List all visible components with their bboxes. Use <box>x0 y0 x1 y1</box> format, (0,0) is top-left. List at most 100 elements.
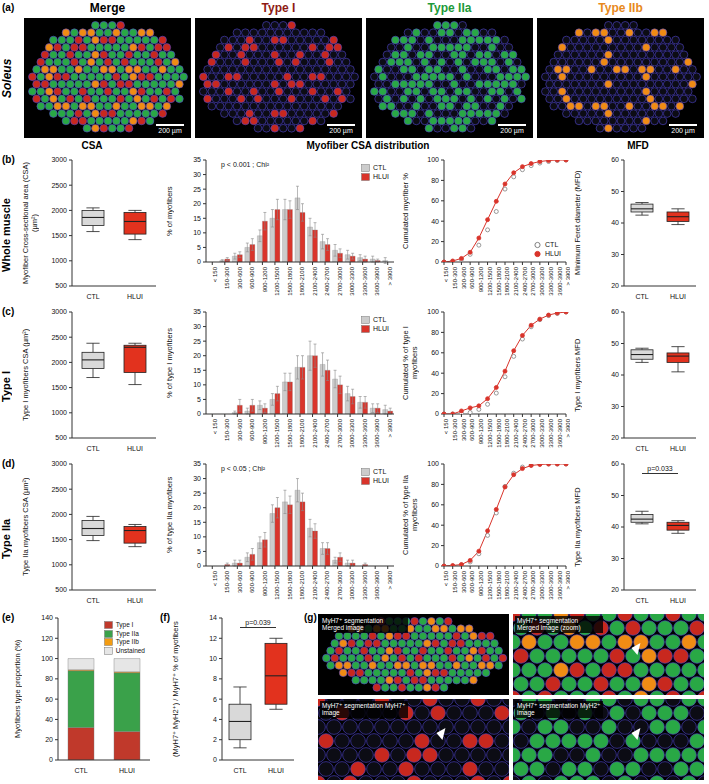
svg-text:HLUI: HLUI <box>670 445 686 452</box>
svg-text:100: 100 <box>41 655 53 662</box>
svg-text:40: 40 <box>611 219 619 226</box>
svg-text:1200-1500: 1200-1500 <box>487 418 493 447</box>
svg-text:2500: 2500 <box>51 334 67 341</box>
svg-text:20: 20 <box>45 736 53 743</box>
svg-text:150-300: 150-300 <box>452 570 458 593</box>
svg-text:1000: 1000 <box>51 409 67 416</box>
svg-text:2400-2700: 2400-2700 <box>522 570 528 599</box>
svg-text:0: 0 <box>197 258 201 265</box>
svg-text:60: 60 <box>431 197 439 204</box>
svg-text:HLUI: HLUI <box>268 767 284 774</box>
svg-text:> 3900: > 3900 <box>565 266 570 285</box>
svg-text:30: 30 <box>193 323 201 330</box>
svg-text:2100-2400: 2100-2400 <box>513 570 519 599</box>
svg-text:40: 40 <box>611 371 619 378</box>
svg-text:> 3900: > 3900 <box>387 418 393 437</box>
svg-text:0: 0 <box>435 562 439 569</box>
svg-text:2700-3000: 2700-3000 <box>337 266 343 295</box>
svg-text:20: 20 <box>431 238 439 245</box>
svg-text:12: 12 <box>209 635 217 642</box>
svg-text:60: 60 <box>611 460 619 467</box>
svg-text:40: 40 <box>431 522 439 529</box>
svg-text:5: 5 <box>197 396 201 403</box>
svg-text:HLUI: HLUI <box>119 767 135 774</box>
svg-text:900-1200: 900-1200 <box>478 266 484 292</box>
svg-text:30: 30 <box>611 251 619 258</box>
svg-text:2500: 2500 <box>51 486 67 493</box>
svg-text:0: 0 <box>197 410 201 417</box>
svg-text:25: 25 <box>193 490 201 497</box>
svg-text:2700-3000: 2700-3000 <box>337 570 343 599</box>
svg-text:20: 20 <box>431 390 439 397</box>
svg-text:CTL: CTL <box>635 597 648 604</box>
svg-text:500: 500 <box>55 586 67 593</box>
svg-text:CTL: CTL <box>635 293 648 300</box>
svg-text:80: 80 <box>431 481 439 488</box>
svg-text:600-900: 600-900 <box>249 570 255 593</box>
svg-text:5: 5 <box>197 244 201 251</box>
svg-text:> 3900: > 3900 <box>387 266 393 285</box>
svg-text:60: 60 <box>431 501 439 508</box>
svg-text:500: 500 <box>55 282 67 289</box>
svg-text:30: 30 <box>611 555 619 562</box>
svg-text:CTL: CTL <box>86 597 99 604</box>
svg-text:3600-3900: 3600-3900 <box>557 418 563 447</box>
svg-text:1800-2100: 1800-2100 <box>504 266 510 295</box>
svg-text:600-900: 600-900 <box>469 418 475 441</box>
svg-text:1500-1800: 1500-1800 <box>287 266 293 295</box>
svg-text:100: 100 <box>427 308 439 315</box>
svg-text:2100-2400: 2100-2400 <box>312 570 318 599</box>
svg-text:3600-3900: 3600-3900 <box>374 418 380 447</box>
svg-text:50: 50 <box>611 188 619 195</box>
svg-text:35: 35 <box>193 308 201 315</box>
svg-text:20: 20 <box>193 352 201 359</box>
svg-text:1500: 1500 <box>51 232 67 239</box>
svg-text:25: 25 <box>193 338 201 345</box>
svg-text:30: 30 <box>193 171 201 178</box>
svg-text:> 3900: > 3900 <box>565 418 570 437</box>
svg-text:HLUI: HLUI <box>670 293 686 300</box>
svg-text:1500-1800: 1500-1800 <box>496 570 502 599</box>
svg-text:CTL: CTL <box>86 293 99 300</box>
svg-text:1800-2100: 1800-2100 <box>504 570 510 599</box>
svg-text:150-300: 150-300 <box>452 266 458 289</box>
svg-text:3300-3600: 3300-3600 <box>362 418 368 447</box>
svg-text:0: 0 <box>435 258 439 265</box>
svg-text:1500: 1500 <box>51 384 67 391</box>
svg-text:1200-1500: 1200-1500 <box>487 266 493 295</box>
svg-text:1500-1800: 1500-1800 <box>496 418 502 447</box>
svg-text:2700-3000: 2700-3000 <box>530 418 536 447</box>
svg-text:80: 80 <box>431 329 439 336</box>
svg-text:< 150: < 150 <box>212 570 218 586</box>
svg-text:100: 100 <box>427 460 439 467</box>
svg-text:1500: 1500 <box>51 536 67 543</box>
svg-text:0: 0 <box>435 410 439 417</box>
svg-text:50: 50 <box>611 492 619 499</box>
svg-text:< 150: < 150 <box>443 266 449 282</box>
svg-text:10: 10 <box>193 229 201 236</box>
svg-text:1200-1500: 1200-1500 <box>274 418 280 447</box>
svg-text:300-600: 300-600 <box>461 570 467 593</box>
svg-text:900-1200: 900-1200 <box>478 570 484 596</box>
svg-text:1500-1800: 1500-1800 <box>287 570 293 599</box>
svg-text:2700-3000: 2700-3000 <box>530 266 536 295</box>
svg-text:> 3900: > 3900 <box>565 570 570 589</box>
svg-text:CTL: CTL <box>233 767 246 774</box>
svg-text:900-1200: 900-1200 <box>262 570 268 596</box>
svg-text:2100-2400: 2100-2400 <box>513 266 519 295</box>
svg-text:CTL: CTL <box>635 445 648 452</box>
svg-text:80: 80 <box>45 675 53 682</box>
svg-text:HLUI: HLUI <box>127 597 143 604</box>
svg-text:600-900: 600-900 <box>249 418 255 441</box>
svg-text:20: 20 <box>193 504 201 511</box>
svg-text:3000: 3000 <box>51 308 67 315</box>
svg-text:30: 30 <box>193 475 201 482</box>
svg-text:1200-1500: 1200-1500 <box>274 570 280 599</box>
svg-text:20: 20 <box>611 586 619 593</box>
svg-text:3000: 3000 <box>51 156 67 163</box>
svg-text:60: 60 <box>431 349 439 356</box>
svg-text:100: 100 <box>427 156 439 163</box>
svg-text:3600-3900: 3600-3900 <box>557 570 563 599</box>
svg-text:1000: 1000 <box>51 561 67 568</box>
svg-text:14: 14 <box>209 614 217 621</box>
